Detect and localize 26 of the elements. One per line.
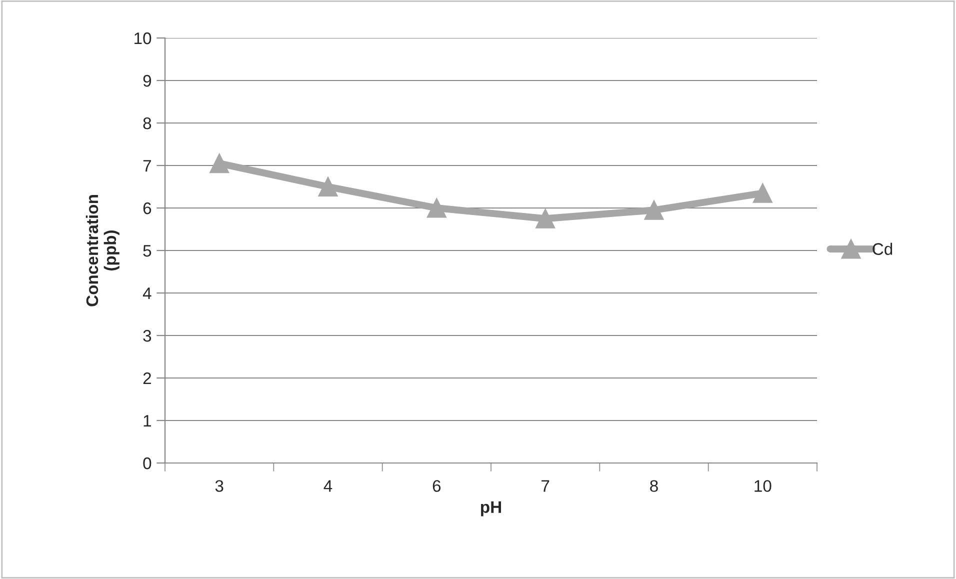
- y-tick-label: 0: [143, 457, 152, 470]
- y-axis-title: Concentration (ppb): [86, 195, 120, 306]
- y-tick-label: 1: [144, 415, 151, 427]
- point: [426, 198, 446, 218]
- x-tick-label: 6: [432, 480, 441, 492]
- y-tick-label: 5: [143, 245, 152, 257]
- point: [752, 183, 772, 203]
- y-tick-label: 7: [143, 160, 151, 172]
- point: [210, 154, 230, 174]
- x-tick-label: 4: [324, 480, 332, 492]
- x-tick-label: 7: [542, 480, 550, 492]
- legend-label: Cd: [872, 242, 892, 255]
- y-tick-label: 6: [143, 202, 152, 214]
- y-tick-label: 2: [143, 372, 151, 384]
- y-tick-label: 3: [143, 330, 152, 342]
- y-tick-label: 8: [143, 117, 152, 130]
- point: [318, 177, 338, 196]
- x-tick-label: 3: [215, 480, 224, 492]
- point: [644, 200, 664, 220]
- y-tick-label: 9: [143, 74, 152, 87]
- x-axis-title: pH: [480, 501, 501, 516]
- y-tick-label: 10: [134, 32, 152, 44]
- x-tick-label: 10: [754, 480, 772, 492]
- y-tick-label: 4: [142, 288, 152, 300]
- point: [536, 208, 556, 228]
- x-tick-label: 8: [650, 480, 658, 492]
